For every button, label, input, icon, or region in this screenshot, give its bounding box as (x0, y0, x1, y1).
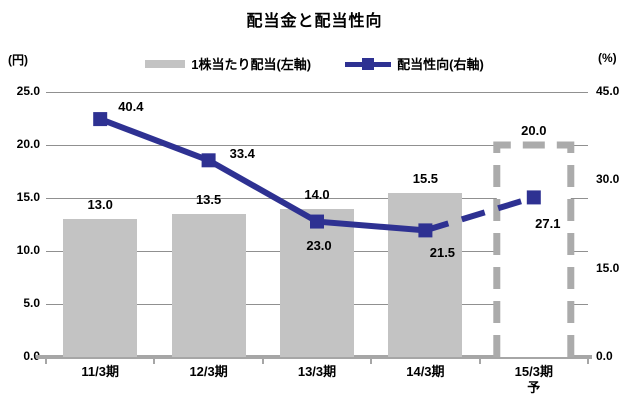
bar (280, 208, 354, 357)
left-tick-label: 10.0 (16, 243, 40, 257)
payout-line-solid (99, 116, 426, 234)
line-marker (93, 112, 108, 127)
right-tick-label: 15.0 (596, 260, 620, 275)
line-value-label: 21.5 (429, 245, 456, 261)
x-axis-tick (587, 359, 589, 364)
legend: 1株当たり配当(左軸) 配当性向(右軸) (0, 54, 629, 73)
x-axis-tick (370, 359, 373, 364)
chart-title: 配当金と配当性向 (246, 13, 383, 30)
x-axis-tick (261, 359, 264, 364)
left-tick-label: 5.0 (23, 296, 40, 310)
gridline (46, 91, 588, 93)
gridline (46, 197, 588, 199)
bar-swatch-icon (145, 59, 186, 68)
bar-value-label: 13.5 (195, 191, 222, 207)
legend-item-dividend: 1株当たり配当(左軸) (145, 54, 311, 73)
x-axis-tick (45, 359, 47, 364)
payout-line-dashed (424, 194, 535, 234)
left-axis-unit: (円) (8, 53, 28, 67)
line-marker (201, 153, 216, 168)
x-axis-tick (153, 359, 156, 364)
forecast-bar (493, 141, 575, 357)
bar-value-label: 15.5 (412, 170, 439, 186)
legend-label-dividend: 1株当たり配当(左軸) (191, 57, 312, 72)
bar-value-label: 20.0 (521, 123, 547, 138)
line-value-label: 40.4 (118, 99, 144, 115)
bar-value-label: 14.0 (304, 186, 330, 202)
line-marker-swatch-icon (345, 57, 392, 71)
x-axis-label: 14/3期 (406, 364, 445, 379)
x-axis-label: 15/3期 予 (514, 364, 553, 395)
bar (171, 213, 246, 357)
x-axis-label: 12/3期 (189, 364, 228, 379)
x-axis-label: 13/3期 (297, 364, 337, 379)
right-axis-unit: (%) (598, 51, 617, 65)
left-tick-label: 0.0 (23, 349, 40, 363)
left-tick-label: 15.0 (16, 190, 40, 204)
line-value-label: 33.4 (229, 146, 255, 162)
left-tick-label: 20.0 (16, 137, 40, 151)
legend-label-payout: 配当性向(右軸) (397, 57, 484, 72)
line-marker (418, 223, 433, 238)
line-value-label: 27.1 (535, 216, 561, 232)
line-marker (526, 190, 541, 205)
legend-item-payout: 配当性向(右軸) (345, 54, 484, 73)
right-tick-label: 0.0 (596, 349, 613, 363)
bar (63, 219, 138, 357)
bar (388, 192, 463, 357)
line-marker (310, 214, 324, 229)
right-tick-label: 45.0 (596, 84, 620, 98)
x-axis-tick (478, 359, 481, 364)
x-axis-label: 11/3期 (81, 364, 119, 379)
gridline (46, 144, 588, 146)
right-tick-label: 30.0 (596, 172, 620, 187)
line-value-label: 23.0 (306, 237, 332, 253)
x-axis-line (36, 355, 592, 359)
left-tick-label: 25.0 (16, 84, 40, 98)
bar-value-label: 13.0 (87, 197, 113, 213)
